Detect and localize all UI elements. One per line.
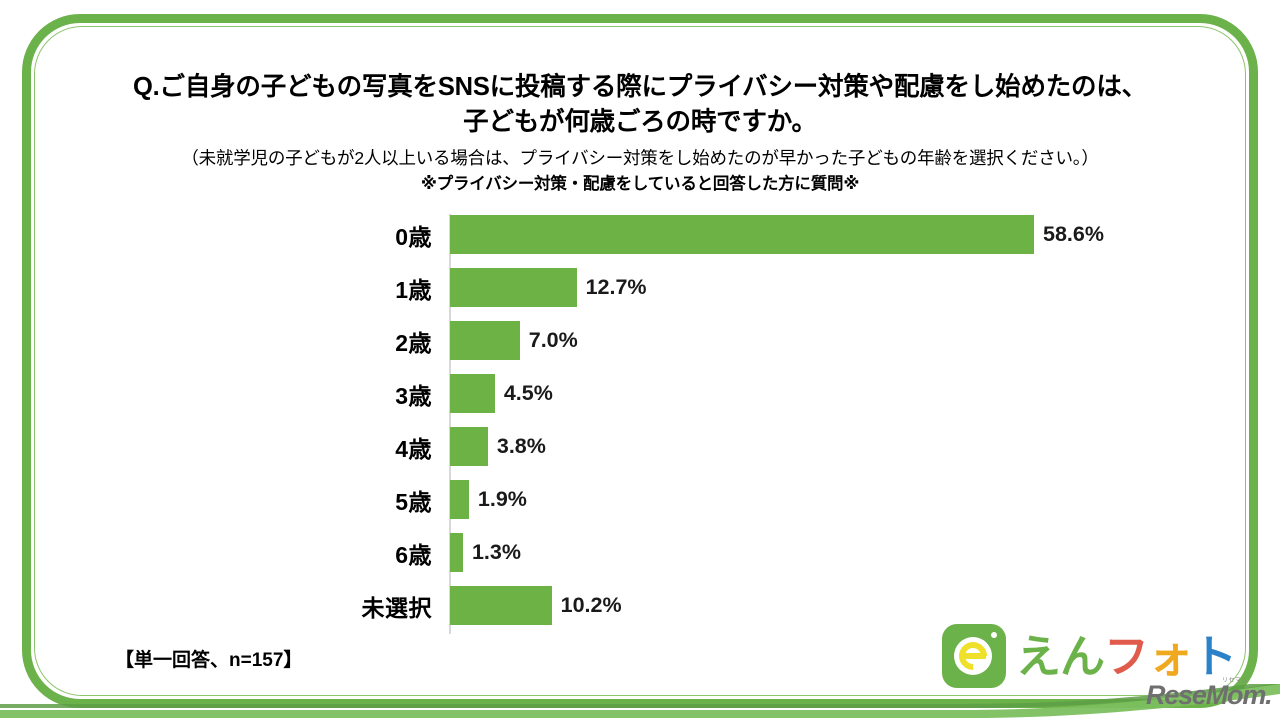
bar-value-label: 10.2%: [560, 593, 622, 617]
chart-row: 0歳 58.6%: [0, 208, 1280, 261]
resemom-watermark-jp: リセマム: [1222, 678, 1249, 684]
bar-chart: 0歳 58.6% 1歳 12.7% 2歳 7.0% 3歳 4.5% 4歳 3.8% 5歳 1.9% 6歳…: [0, 208, 1280, 640]
bar-value-label: 1.9%: [477, 487, 527, 511]
bar-value-label: 7.0%: [528, 328, 578, 352]
chart-row: 3歳 4.5%: [0, 367, 1280, 420]
logo-char: ト: [1192, 630, 1237, 682]
category-label: 6歳: [395, 541, 432, 568]
category-label: 0歳: [395, 223, 432, 250]
bar: [450, 586, 552, 625]
bar: [450, 533, 463, 572]
bar: [450, 374, 495, 413]
category-label: 2歳: [395, 329, 432, 356]
bar: [450, 215, 1034, 254]
category-label: 3歳: [395, 382, 432, 409]
bar: [450, 321, 520, 360]
bar-group: 12.7%: [450, 261, 647, 314]
chart-row: 4歳 3.8%: [0, 420, 1280, 473]
bar-value-label: 12.7%: [585, 275, 647, 299]
page-title-line2: 子どもが何歳ごろの時ですか。: [463, 108, 817, 137]
chart-axis-line: [449, 214, 451, 634]
logo-char: ん: [1060, 630, 1105, 682]
page-title-line1: Q.ご自身の子どもの写真をSNSに投稿する際にプライバシー対策や配慮をし始めたの…: [133, 73, 1147, 101]
bar-group: 7.0%: [450, 314, 578, 367]
bar-group: 10.2%: [450, 579, 622, 632]
bar-group: 58.6%: [450, 208, 1104, 261]
category-label: 4歳: [395, 435, 432, 462]
title-note-2: ※プライバシー対策・配慮をしていると回答した方に質問※: [420, 174, 860, 193]
bar-group: 3.8%: [450, 420, 546, 473]
title-note-1: （未就学児の子どもが2人以上いる場合は、プライバシー対策をし始めたのが早かった子…: [181, 148, 1099, 169]
chart-rows: 0歳 58.6% 1歳 12.7% 2歳 7.0% 3歳 4.5% 4歳 3.8% 5歳 1.9% 6歳…: [0, 208, 1280, 632]
green-swoosh-decoration: [0, 684, 1280, 720]
bar: [450, 480, 469, 519]
chart-row: 1歳 12.7%: [0, 261, 1280, 314]
bar-group: 1.9%: [450, 473, 527, 526]
bar-value-label: 1.3%: [471, 540, 521, 564]
bar-value-label: 3.8%: [496, 434, 546, 458]
resemom-watermark: ReseMom.: [1146, 680, 1273, 710]
enphoto-logo: えんフォト: [942, 624, 1237, 688]
chart-row: 未選択 10.2%: [0, 579, 1280, 632]
bar-value-label: 4.5%: [503, 381, 553, 405]
bar-group: 4.5%: [450, 367, 553, 420]
letter-e-bar: [960, 653, 986, 659]
category-label: 5歳: [395, 488, 432, 515]
camera-icon: [942, 624, 1006, 688]
bar-value-label: 58.6%: [1043, 222, 1104, 246]
category-label: 1歳: [395, 276, 432, 303]
bar-group: 1.3%: [450, 526, 521, 579]
enphoto-logo-text: えんフォト: [1016, 630, 1237, 682]
logo-char: フ: [1104, 630, 1149, 682]
chart-row: 6歳 1.3%: [0, 526, 1280, 579]
logo-char: ォ: [1148, 630, 1193, 682]
camera-flash-dot: [991, 632, 997, 638]
category-label: 未選択: [361, 594, 432, 621]
bar: [450, 427, 488, 466]
title-block: Q.ご自身の子どもの写真をSNSに投稿する際にプライバシー対策や配慮をし始めたの…: [60, 70, 1220, 197]
chart-row: 5歳 1.9%: [0, 473, 1280, 526]
logo-char: え: [1016, 630, 1061, 682]
chart-row: 2歳 7.0%: [0, 314, 1280, 367]
bar: [450, 268, 577, 307]
footnote-sample-size: 【単一回答、n=157】: [115, 650, 303, 671]
